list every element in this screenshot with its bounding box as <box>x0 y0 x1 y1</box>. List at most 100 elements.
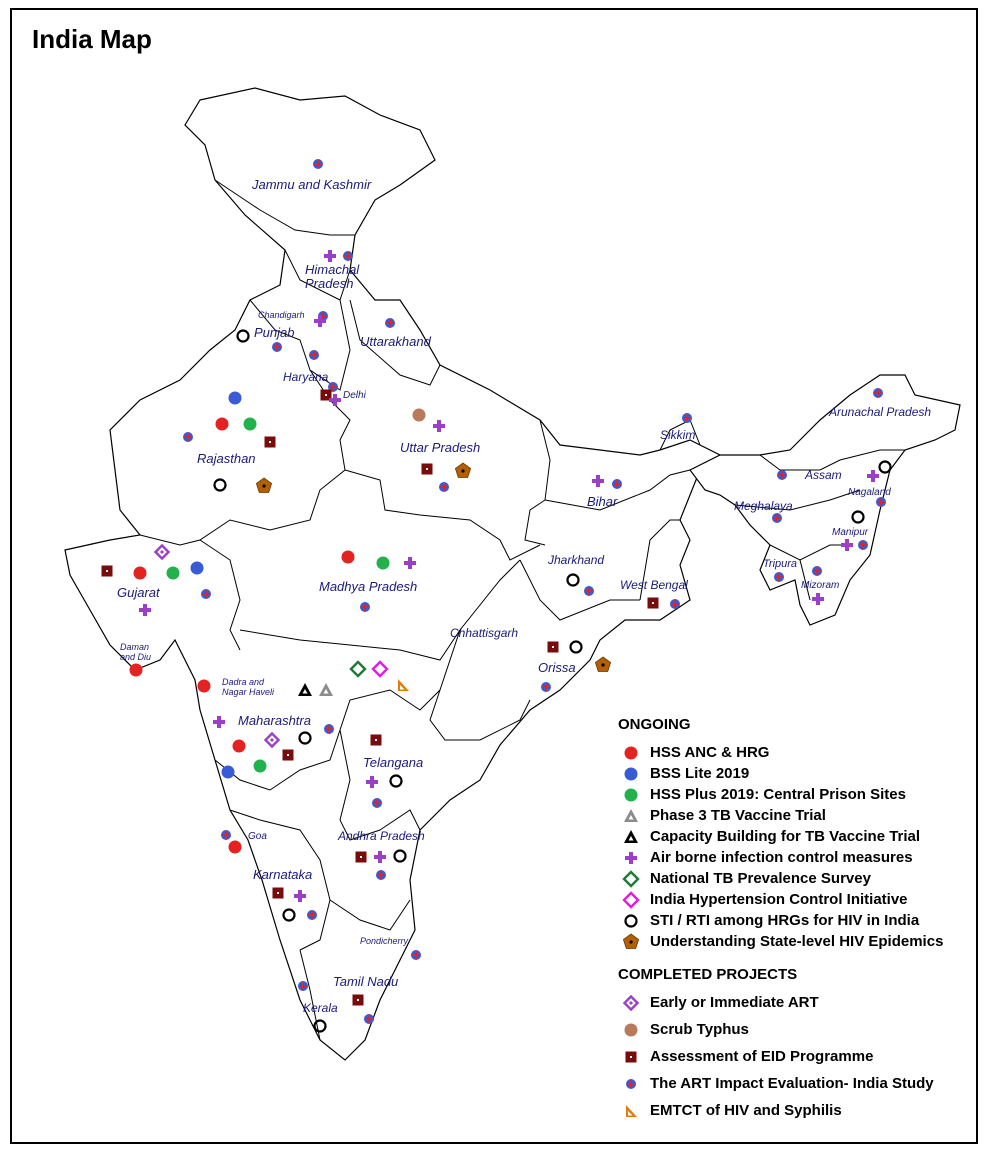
label-arunachal: Arunachal Pradesh <box>828 405 931 419</box>
legend-item: HSS Plus 2019: Central Prison Sites <box>618 784 978 805</box>
page-title: India Map <box>32 24 152 54</box>
label-uttarakhand: Uttarakhand <box>360 334 432 349</box>
label-meghalaya: Meghalaya <box>734 499 793 513</box>
legend-item: National TB Prevalence Survey <box>618 868 978 889</box>
label-chandigarh: Chandigarh <box>258 310 305 320</box>
state-labels: Jammu and Kashmir Himachal Pradesh Chand… <box>117 177 931 1015</box>
label-goa: Goa <box>248 831 267 842</box>
art-marker-haryana <box>308 349 320 361</box>
art-marker-mizoram <box>811 565 823 577</box>
art-marker-maharashtra <box>323 723 335 735</box>
label-himachal-2: Pradesh <box>305 276 353 291</box>
label-assam: Assam <box>804 468 842 482</box>
legend-item-label: Assessment of EID Programme <box>650 1048 874 1065</box>
black-triangle-icon <box>618 826 644 847</box>
legend-item-label: Phase 3 TB Vaccine Trial <box>650 807 826 824</box>
label-dadra-2: Nagar Haveli <box>222 687 275 697</box>
legend-item: STI / RTI among HRGs for HIV in India <box>618 910 978 931</box>
legend-ongoing-list: HSS ANC & HRG BSS Lite 2019 HSS Plus 2019:… <box>618 742 978 952</box>
art-marker-up <box>438 481 450 493</box>
legend-item: Understanding State-level HIV Epidemics <box>618 931 978 952</box>
orange-flag-icon <box>618 1100 644 1121</box>
art-marker-goa <box>220 829 232 841</box>
legend-item-label: India Hypertension Control Initiative <box>650 891 908 908</box>
legend-item-label: EMTCT of HIV and Syphilis <box>650 1102 842 1119</box>
label-gujarat: Gujarat <box>117 585 161 600</box>
legend-item: EMTCT of HIV and Syphilis <box>618 1097 978 1124</box>
label-karnataka: Karnataka <box>253 867 312 882</box>
label-madhya-pradesh: Madhya Pradesh <box>319 579 417 594</box>
state-borders <box>139 179 905 1041</box>
label-delhi: Delhi <box>343 390 367 401</box>
legend-completed-list: Early or Immediate ART Scrub Typhus Assess… <box>618 989 978 1124</box>
mainland-outline <box>64 87 722 1061</box>
art-marker-tripura <box>773 571 785 583</box>
art-marker-telangana <box>371 797 383 809</box>
red-marker-dadra <box>197 679 211 693</box>
label-daman-1: Daman <box>120 642 149 652</box>
label-haryana: Haryana <box>283 370 329 384</box>
legend-item: The ART Impact Evaluation- India Study <box>618 1070 978 1097</box>
label-daman-2: and Diu <box>120 652 151 662</box>
legend-item-label: HSS Plus 2019: Central Prison Sites <box>650 786 906 803</box>
legend-ongoing-title: ONGOING <box>618 716 691 733</box>
legend-item: Early or Immediate ART <box>618 989 978 1016</box>
label-jammu-kashmir: Jammu and Kashmir <box>251 177 372 192</box>
label-bihar: Bihar <box>587 494 618 509</box>
art-marker-uttarakhand <box>384 317 396 329</box>
blue-marker-rajasthan <box>228 391 242 405</box>
sq-marker-telangana <box>370 734 382 746</box>
red-marker-gujarat <box>133 566 147 580</box>
art-marker-bihar <box>611 478 623 490</box>
legend-item-label: Scrub Typhus <box>650 1021 749 1038</box>
gray-triangle-icon <box>618 805 644 826</box>
legend-item-label: Air borne infection control measures <box>650 849 913 866</box>
red-marker-maharashtra <box>232 739 246 753</box>
label-telangana: Telangana <box>363 755 423 770</box>
tan-circle-icon <box>618 1019 644 1040</box>
blue-marker-gujarat <box>190 561 204 575</box>
label-manipur: Manipur <box>832 527 869 538</box>
red-marker-goa <box>228 840 242 854</box>
label-tripura: Tripura <box>763 558 797 570</box>
label-orissa: Orissa <box>538 660 576 675</box>
sq-marker-rajasthan <box>264 436 276 448</box>
legend-completed-title: COMPLETED PROJECTS <box>618 966 798 983</box>
label-andhra-pradesh: Andhra Pradesh <box>337 829 425 843</box>
legend-item-label: HSS ANC & HRG <box>650 744 770 761</box>
green-marker-mp <box>376 556 390 570</box>
green-marker-gujarat <box>166 566 180 580</box>
sq-marker-orissa <box>547 641 559 653</box>
art-marker-tn <box>297 980 309 992</box>
art-marker-meghalaya <box>771 512 783 524</box>
art-marker-assam <box>776 469 788 481</box>
label-kerala: Kerala <box>303 1001 338 1015</box>
label-punjab: Punjab <box>254 325 294 340</box>
sq-marker-tn <box>352 994 364 1006</box>
legend-item: Phase 3 TB Vaccine Trial <box>618 805 978 826</box>
label-tamil-nadu: Tamil Nadu <box>333 974 398 989</box>
label-maharashtra: Maharashtra <box>238 713 311 728</box>
art-marker-jharkhand <box>583 585 595 597</box>
red-circle-icon <box>618 742 644 763</box>
blue-cross-circle-icon <box>618 1073 644 1094</box>
art-marker-ap <box>375 869 387 881</box>
art-marker-jk <box>312 158 324 170</box>
magenta-diamond-icon <box>618 889 644 910</box>
legend-item-label: Understanding State-level HIV Epidemics <box>650 933 944 950</box>
blue-marker-maharashtra <box>221 765 235 779</box>
green-marker-rajasthan <box>243 417 257 431</box>
legend-item-label: Early or Immediate ART <box>650 994 819 1011</box>
art-marker-punjab <box>271 341 283 353</box>
sq-marker-karnataka <box>272 887 284 899</box>
art-marker-gujarat <box>200 588 212 600</box>
label-west-bengal: West Bengal <box>620 578 688 592</box>
country-outline <box>64 87 961 1061</box>
label-rajasthan: Rajasthan <box>197 451 256 466</box>
legend-item: Scrub Typhus <box>618 1016 978 1043</box>
legend-item: Capacity Building for TB Vaccine Trial <box>618 826 978 847</box>
legend-item-label: Capacity Building for TB Vaccine Trial <box>650 828 921 845</box>
legend-item-label: BSS Lite 2019 <box>650 765 750 782</box>
art-marker-sikkim <box>681 412 693 424</box>
